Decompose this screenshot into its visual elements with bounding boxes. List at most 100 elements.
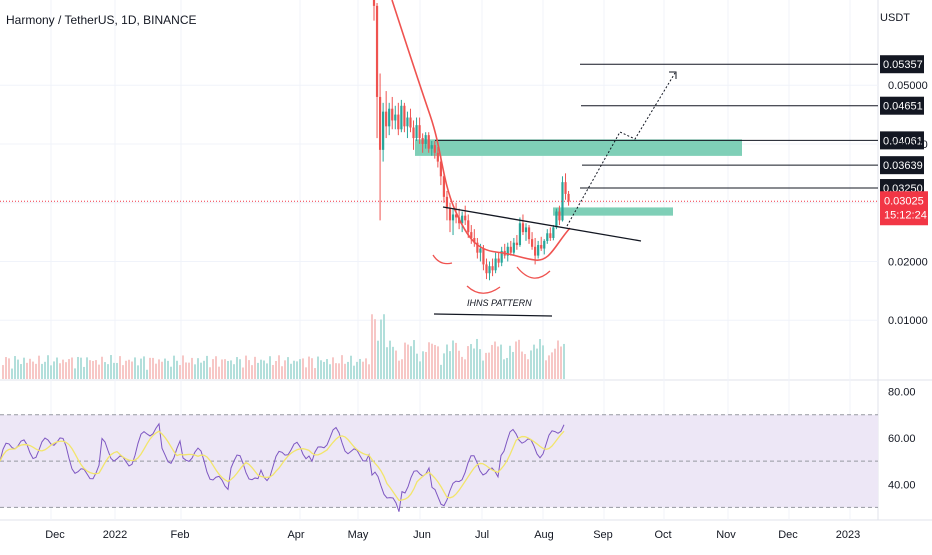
candle-body bbox=[378, 96, 382, 150]
candle-body bbox=[497, 258, 500, 263]
volume-bar bbox=[188, 362, 190, 379]
volume-bar bbox=[62, 359, 64, 379]
volume-bar bbox=[326, 359, 328, 379]
volume-bar bbox=[290, 363, 292, 379]
volume-bar bbox=[401, 359, 403, 379]
volume-bar bbox=[92, 360, 94, 379]
volume-bar bbox=[32, 361, 34, 379]
candle-body bbox=[385, 111, 388, 127]
volume-bar bbox=[455, 342, 457, 379]
volume-bar bbox=[464, 359, 466, 379]
target-label: 0.04061 bbox=[883, 135, 923, 147]
volume-bar bbox=[407, 344, 409, 379]
volume-bar bbox=[8, 358, 10, 379]
rsi-ma-line bbox=[0, 430, 565, 502]
volume-bars bbox=[2, 314, 565, 379]
volume-bar bbox=[248, 360, 250, 379]
volume-bar bbox=[374, 319, 376, 379]
rsi-axis-label: 60.00 bbox=[888, 433, 916, 445]
volume-bar bbox=[26, 362, 28, 379]
volume-bar bbox=[377, 340, 379, 379]
last-price-label: 0.03025 bbox=[884, 195, 924, 207]
volume-bar bbox=[173, 355, 175, 379]
time-axis-label: Aug bbox=[534, 529, 554, 541]
candle-body bbox=[382, 111, 385, 150]
volume-bar bbox=[404, 342, 406, 379]
volume-bar bbox=[536, 348, 538, 379]
volume-bar bbox=[113, 362, 115, 379]
neckline bbox=[442, 206, 642, 242]
pattern-underline bbox=[433, 313, 553, 317]
time-axis-label: Dec bbox=[778, 529, 798, 541]
volume-bar bbox=[143, 356, 145, 379]
candle-body bbox=[524, 227, 528, 233]
candle-body bbox=[454, 214, 458, 218]
volume-bar bbox=[14, 356, 16, 379]
candle-body bbox=[527, 227, 531, 240]
time-axis-label: 2023 bbox=[836, 529, 860, 541]
volume-bar bbox=[335, 363, 337, 379]
candle-body bbox=[549, 233, 552, 238]
volume-bar bbox=[320, 360, 322, 379]
volume-bar bbox=[17, 359, 19, 379]
support-resistance-zones bbox=[415, 139, 742, 216]
rsi-axis-label: 80.00 bbox=[888, 387, 916, 399]
volume-bar bbox=[533, 344, 535, 379]
volume-bar bbox=[458, 350, 460, 379]
volume-bar bbox=[65, 362, 67, 379]
candle-body bbox=[467, 220, 470, 233]
volume-bar bbox=[434, 344, 436, 379]
volume-bar bbox=[260, 359, 262, 379]
support-zone bbox=[553, 207, 673, 216]
time-axis-label: Feb bbox=[171, 529, 190, 541]
volume-bar bbox=[254, 356, 256, 379]
volume-bar bbox=[242, 367, 244, 379]
volume-bar bbox=[194, 364, 196, 379]
price-axis-label: 0.02000 bbox=[888, 256, 928, 268]
volume-bar bbox=[344, 363, 346, 379]
volume-bar bbox=[437, 346, 439, 379]
left-shoulder-arc bbox=[432, 254, 453, 265]
candle-body bbox=[521, 223, 525, 233]
volume-bar bbox=[287, 357, 289, 379]
candle-body bbox=[506, 246, 509, 256]
volume-bar bbox=[302, 358, 304, 379]
volume-bar bbox=[554, 348, 556, 379]
volume-bar bbox=[161, 361, 163, 379]
volume-bar bbox=[119, 356, 121, 379]
volume-bar bbox=[452, 340, 454, 379]
volume-bar bbox=[545, 360, 547, 379]
volume-bar bbox=[233, 364, 235, 379]
volume-bar bbox=[485, 352, 487, 379]
candle-body bbox=[421, 138, 424, 144]
volume-bar bbox=[164, 358, 166, 379]
volume-bar bbox=[203, 360, 205, 379]
volume-bar bbox=[410, 346, 412, 379]
volume-bar bbox=[308, 356, 310, 379]
volume-bar bbox=[530, 350, 532, 379]
volume-bar bbox=[179, 365, 181, 379]
volume-bar bbox=[509, 345, 511, 379]
volume-bar bbox=[266, 363, 268, 379]
volume-bar bbox=[467, 346, 469, 379]
volume-bar bbox=[71, 357, 73, 379]
target-label: 0.05357 bbox=[883, 59, 923, 71]
volume-bar bbox=[35, 363, 37, 379]
candle-body bbox=[534, 246, 537, 256]
volume-bar bbox=[137, 365, 139, 379]
volume-bar bbox=[209, 367, 211, 379]
volume-bar bbox=[257, 362, 259, 379]
volume-bar bbox=[5, 357, 7, 379]
volume-bar bbox=[20, 364, 22, 379]
volume-bar bbox=[23, 357, 25, 379]
candlestick-series bbox=[372, 0, 570, 281]
volume-bar bbox=[284, 360, 286, 379]
volume-bar bbox=[476, 338, 478, 379]
pattern-label: IHNS PATTERN bbox=[467, 298, 532, 308]
candle-body bbox=[509, 246, 512, 253]
candle-body bbox=[436, 152, 439, 162]
volume-bar bbox=[200, 362, 202, 379]
volume-bar bbox=[245, 355, 247, 379]
volume-bar bbox=[557, 340, 559, 379]
volume-bar bbox=[125, 360, 127, 379]
